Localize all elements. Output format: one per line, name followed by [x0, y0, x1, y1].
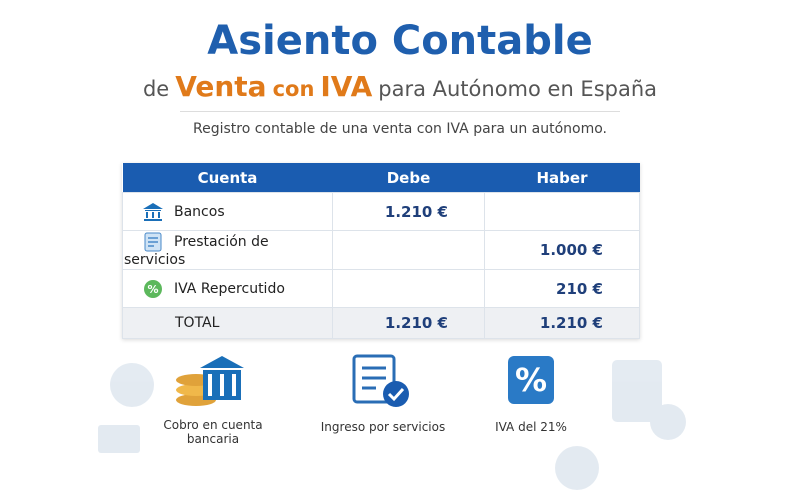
table: Cuenta Debe Haber Bancos 1.210 € Prestación…: [122, 163, 640, 339]
cell: 1.210 €: [332, 307, 485, 339]
icon-label: Ingreso por servicios: [320, 420, 446, 434]
divider: [180, 111, 620, 112]
cell: % IVA Repercutido: [122, 269, 333, 308]
cell-text: Prestación de servicios: [124, 234, 269, 268]
title: Asiento Contable: [207, 18, 593, 64]
cell-text: Bancos: [174, 203, 225, 220]
coins-bank-icon: [176, 356, 244, 406]
decor: %: [98, 354, 686, 490]
column-header: Debe: [332, 163, 485, 193]
subtitle-part: de: [142, 77, 170, 101]
cell: [332, 269, 485, 308]
icon-label: Cobro en cuenta bancaria: [163, 418, 263, 446]
cell: [484, 192, 640, 231]
icon-label: IVA del 21%: [495, 420, 567, 434]
cell: 1.210 €: [484, 307, 640, 339]
description: Registro contable de una venta con IVA p…: [192, 121, 608, 137]
cell: 1.000 €: [484, 230, 640, 270]
subtitle-part: Venta: [175, 70, 267, 103]
subtitle-part: para Autónomo en España: [378, 77, 658, 101]
column-header: Haber: [484, 163, 640, 193]
cell: TOTAL: [122, 307, 333, 339]
invoice-icon: [352, 354, 409, 407]
column-header: Cuenta: [122, 163, 333, 193]
cell: Prestación de servicios: [122, 230, 333, 270]
cell: 210 €: [484, 269, 640, 308]
subtitle-part: con: [272, 77, 315, 101]
svg-text:%: %: [515, 361, 547, 399]
cell: 1.210 €: [332, 192, 485, 231]
percent-tile-icon: %: [508, 356, 554, 404]
cell-text: IVA Repercutido: [174, 280, 285, 297]
subtitle-part: IVA: [320, 70, 373, 103]
cell: Bancos: [122, 192, 333, 231]
percent-icon: %: [144, 279, 162, 298]
subtitle: de Venta con IVA para Autónomo en España: [0, 70, 800, 103]
document-icon: [144, 232, 162, 252]
bank-icon: [143, 202, 163, 221]
svg-text:%: %: [147, 283, 158, 296]
cell: [332, 230, 485, 270]
